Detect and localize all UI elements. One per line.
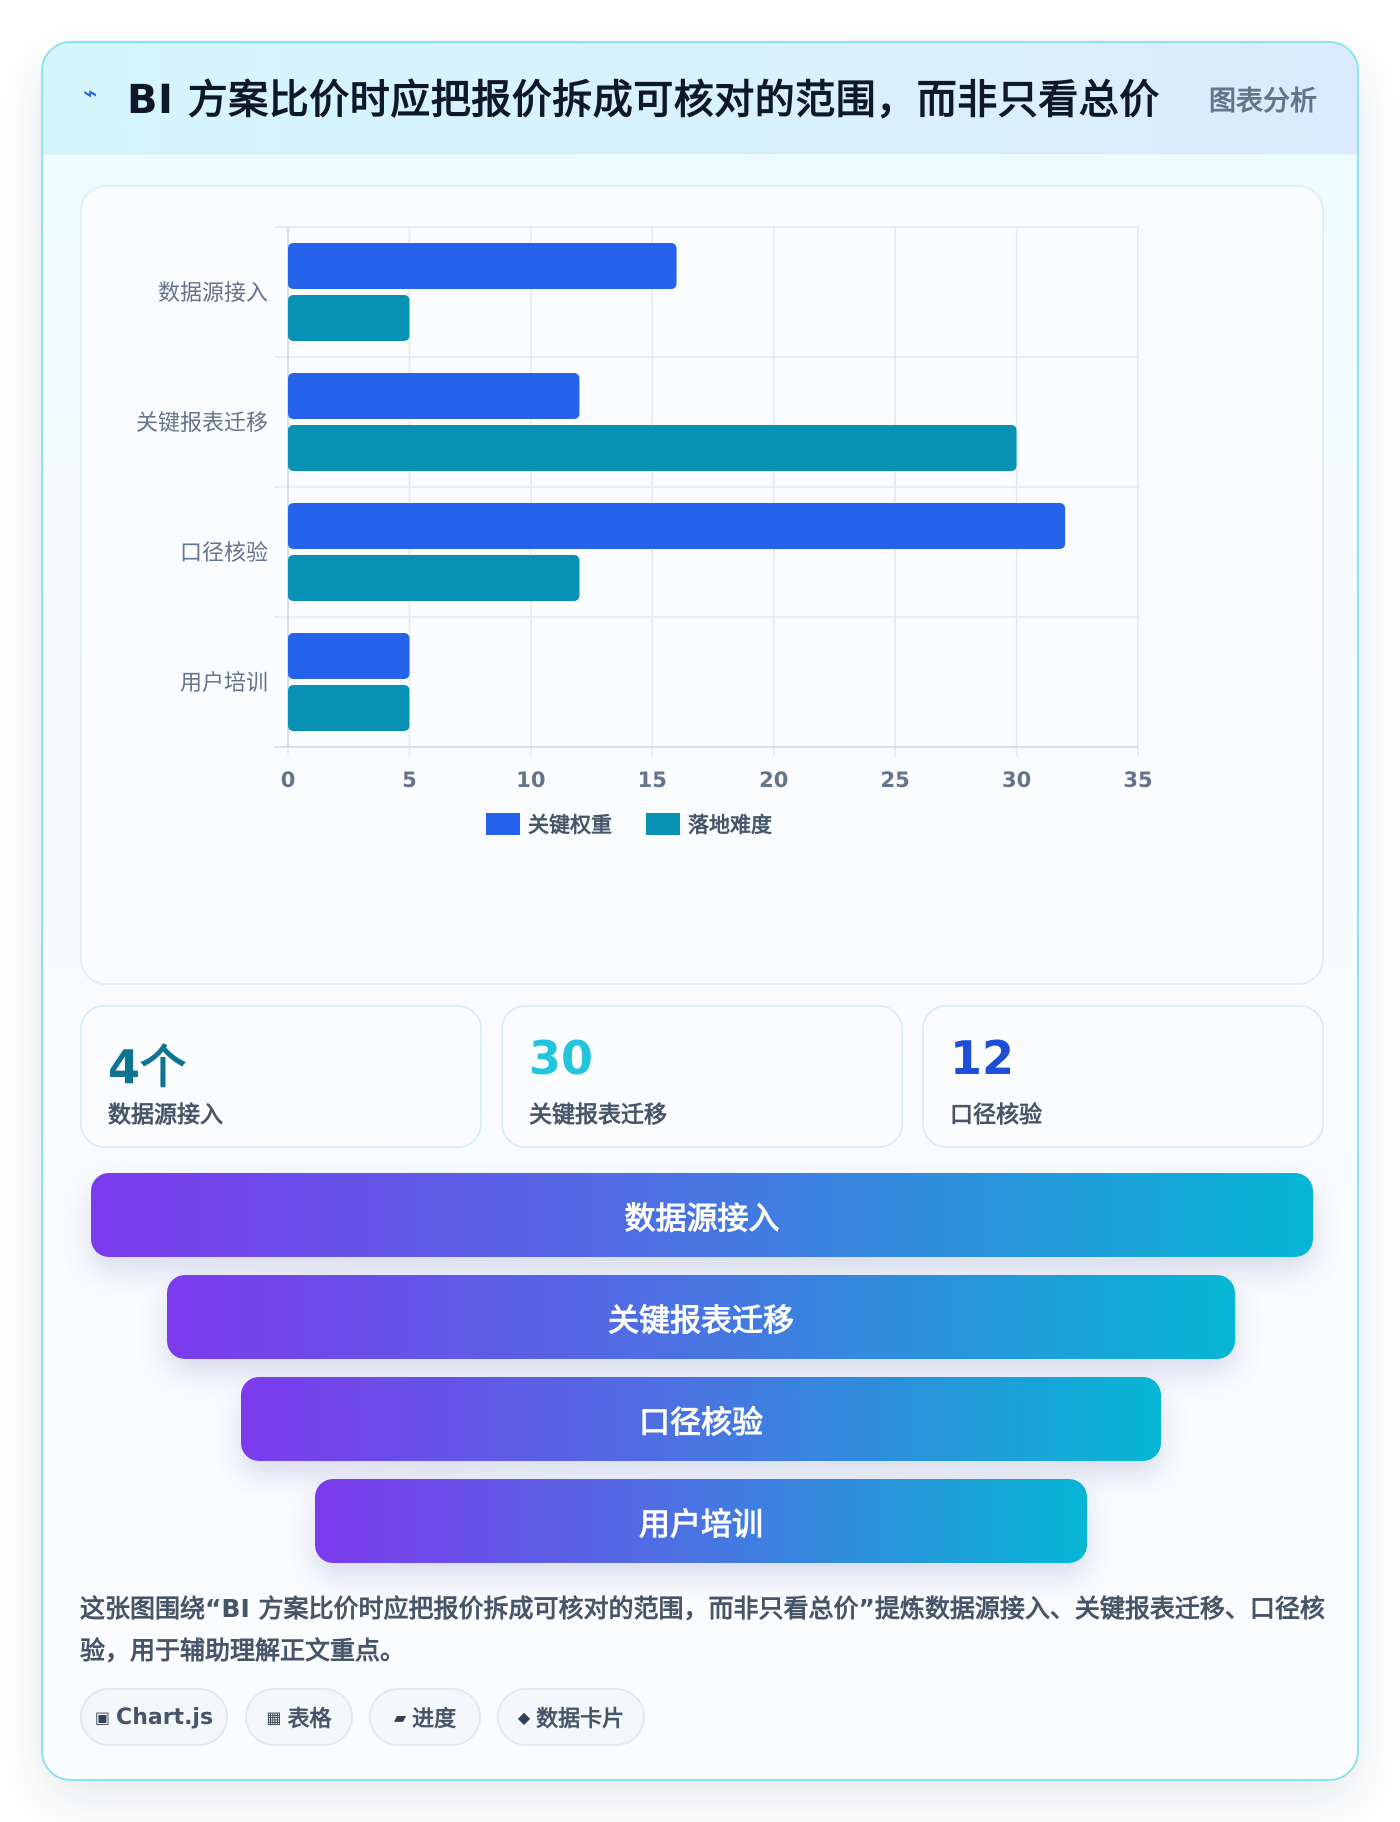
legend-label: 落地难度 <box>688 813 772 837</box>
funnel-step-2: 关键报表迁移 <box>167 1275 1235 1359</box>
bar-key-weight <box>288 243 677 289</box>
chip-label: 数据卡片 <box>536 1707 625 1732</box>
x-tick-label: 15 <box>638 768 667 792</box>
stat-card-2: 30 关键报表迁移 <box>501 1005 903 1148</box>
bar-difficulty <box>288 685 410 731</box>
stat-value: 12 <box>950 1031 1015 1085</box>
x-tick-label: 0 <box>281 768 296 792</box>
bar-key-weight <box>288 633 410 679</box>
x-tick-label: 30 <box>1002 768 1031 792</box>
lightning-icon: ⌁ <box>83 79 98 107</box>
x-tick-label: 25 <box>881 768 910 792</box>
y-tick-label: 用户培训 <box>180 671 268 696</box>
stat-value: 4个 <box>108 1040 187 1094</box>
x-tick-label: 10 <box>516 768 545 792</box>
chart-description: 这张图围绕“BI 方案比价时应把报价拆成可核对的范围，而非只看总价”提炼数据源接… <box>80 1594 1325 1665</box>
x-tick-label: 20 <box>759 768 788 792</box>
diamond-icon: ◆ <box>517 1707 531 1727</box>
funnel-step-1: 数据源接入 <box>91 1173 1313 1257</box>
chip-chartjs[interactable]: ▣ Chart.js <box>80 1688 228 1746</box>
card-title: BI 方案比价时应把报价拆成可核对的范围，而非只看总价 <box>127 77 1160 123</box>
card-header: ⌁ BI 方案比价时应把报价拆成可核对的范围，而非只看总价 图表分析 <box>43 43 1357 154</box>
bar-key-weight <box>288 503 1066 549</box>
legend-swatch <box>646 813 680 835</box>
chart-analysis-tag: 图表分析 <box>1209 86 1317 117</box>
chip-label: Chart.js <box>116 1704 214 1730</box>
bar-difficulty <box>288 425 1017 471</box>
bar-difficulty <box>288 555 580 601</box>
bar-key-weight <box>288 373 580 419</box>
table-icon: ▦ <box>266 1707 282 1727</box>
chip-progress[interactable]: ▰ 进度 <box>369 1688 481 1746</box>
x-tick-label: 35 <box>1123 768 1152 792</box>
progress-icon: ▰ <box>393 1707 407 1727</box>
chart-icon: ▣ <box>94 1707 111 1727</box>
stat-value: 30 <box>529 1031 594 1085</box>
stat-card-3: 12 口径核验 <box>922 1005 1324 1148</box>
stat-label: 关键报表迁移 <box>529 1102 667 1128</box>
chart-card: ⌁ BI 方案比价时应把报价拆成可核对的范围，而非只看总价 图表分析 0 5 10 1… <box>41 41 1359 1781</box>
stat-card-1: 4个 数据源接入 <box>80 1005 482 1148</box>
stat-label: 口径核验 <box>950 1102 1042 1128</box>
chip-label: 表格 <box>287 1707 332 1732</box>
y-tick-label: 口径核验 <box>180 541 268 566</box>
bar-difficulty <box>288 295 410 341</box>
chip-table[interactable]: ▦ 表格 <box>245 1688 353 1746</box>
stat-label: 数据源接入 <box>108 1102 223 1128</box>
chip-data-card[interactable]: ◆ 数据卡片 <box>497 1688 645 1746</box>
bar-chart-panel: 0 5 10 15 20 25 30 35 数据源接入关键报表迁移口径核验用户培训关键权重 落地难… <box>80 185 1324 985</box>
chip-label: 进度 <box>412 1707 457 1732</box>
stat-cards: 4个 数据源接入 30 关键报表迁移 12 口径核验 <box>80 1005 1324 1148</box>
legend-label: 关键权重 <box>528 813 612 837</box>
funnel-step-3: 口径核验 <box>241 1377 1161 1461</box>
x-tick-label: 5 <box>402 768 417 792</box>
y-tick-label: 数据源接入 <box>158 281 268 306</box>
funnel-step-4: 用户培训 <box>315 1479 1087 1563</box>
legend-swatch <box>486 813 520 835</box>
y-tick-label: 关键报表迁移 <box>136 411 268 436</box>
